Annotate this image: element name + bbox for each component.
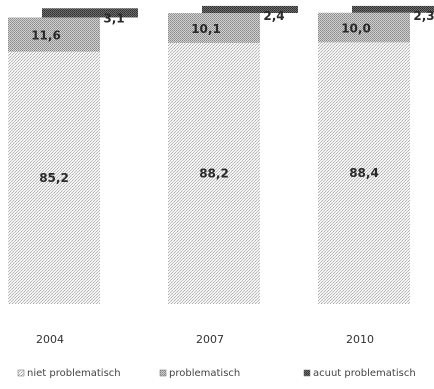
- bar-acuut-problematisch-2007: [202, 5, 298, 14]
- bar-problematisch-2004: [8, 17, 100, 52]
- legend-swatch-acuut-problematisch: [303, 369, 311, 377]
- data-label-acuut-problematisch-2010: 2,3: [413, 9, 434, 23]
- labels-layer: 85,2 11,6 3,1 2004 88,2 10,1 2,4 2007 88,4 10,0 2,…: [31, 9, 434, 346]
- bar-niet-problematisch-2010: [318, 42, 410, 304]
- bar-niet-problematisch-2004: [8, 51, 100, 304]
- legend: niet problematisch problematisch acuut pro…: [17, 368, 416, 379]
- category-label-2004: 2004: [36, 333, 64, 346]
- bars-layer: [8, 5, 434, 304]
- bar-problematisch-2007: [168, 13, 260, 43]
- bar-acuut-problematisch-2010: [352, 5, 434, 13]
- bar-problematisch-2010: [318, 12, 410, 43]
- data-label-acuut-problematisch-2007: 2,4: [263, 9, 284, 23]
- legend-label-niet-problematisch: niet problematisch: [27, 368, 121, 379]
- legend-swatch-problematisch: [159, 369, 167, 377]
- data-label-niet-problematisch-2004: 85,2: [39, 171, 69, 185]
- data-label-niet-problematisch-2010: 88,4: [349, 166, 379, 180]
- data-label-niet-problematisch-2007: 88,2: [199, 166, 229, 180]
- category-label-2007: 2007: [196, 333, 224, 346]
- data-label-problematisch-2007: 10,1: [191, 22, 221, 36]
- bar-acuut-problematisch-2004: [42, 8, 138, 18]
- legend-swatch-niet-problematisch: [17, 369, 25, 377]
- legend-label-acuut-problematisch: acuut problematisch: [313, 368, 416, 379]
- category-label-2010: 2010: [346, 333, 374, 346]
- data-label-problematisch-2004: 11,6: [31, 29, 61, 43]
- legend-label-problematisch: problematisch: [169, 368, 240, 379]
- data-label-problematisch-2010: 10,0: [341, 22, 371, 36]
- bar-niet-problematisch-2007: [168, 42, 260, 304]
- data-label-acuut-problematisch-2004: 3,1: [103, 11, 124, 25]
